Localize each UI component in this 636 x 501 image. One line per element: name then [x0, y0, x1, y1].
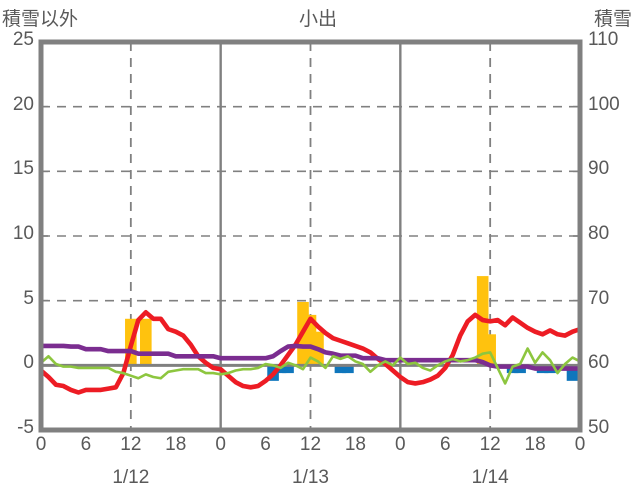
- line-temperature: [38, 310, 583, 395]
- x-axis-tick-label: 12: [479, 434, 501, 455]
- bar-snowfall: [514, 365, 526, 374]
- x-axis-tick-label: 6: [439, 434, 451, 455]
- y-axis-tick-label: 5: [23, 287, 34, 309]
- bar-precipitation: [484, 334, 496, 366]
- x-axis-tick-label: 6: [260, 434, 271, 455]
- line-wind: [39, 347, 582, 385]
- y2-axis-tick-label: 60: [588, 352, 610, 374]
- bar-precipitation: [140, 318, 152, 366]
- x-axis-tick-label: 12: [120, 434, 142, 455]
- y2-axis-tick-label: 80: [588, 223, 610, 244]
- x-axis-tick-label: 0: [395, 434, 406, 455]
- y2-axis-tick-label: 110: [588, 29, 619, 50]
- y2-axis-tick-label: 70: [588, 287, 610, 309]
- bar-snowfall: [566, 365, 579, 381]
- y-axis-tick-label: 10: [12, 223, 34, 244]
- x-axis-tick-label: 0: [215, 434, 226, 455]
- y-axis-tick-label: 15: [12, 158, 34, 180]
- y2-axis-tick-label: 100: [588, 93, 620, 115]
- y-axis-tick-label: -5: [17, 417, 34, 438]
- line-snow_depth: [38, 343, 583, 371]
- x-axis-tick-label: 12: [299, 434, 322, 455]
- bar-snowfall: [342, 365, 354, 374]
- right-axis-caption: 積雪: [593, 9, 632, 30]
- x-axis-day-label: 1/14: [471, 467, 509, 488]
- x-axis-tick-label: 0: [574, 434, 586, 455]
- x-axis-day-label: 1/13: [292, 467, 329, 488]
- x-axis-tick-label: 18: [524, 434, 546, 455]
- y-axis-tick-label: 25: [12, 29, 34, 50]
- x-axis-tick-label: 18: [165, 434, 187, 455]
- y-axis-tick-label: 0: [23, 352, 34, 374]
- x-axis-tick-label: 6: [80, 434, 92, 455]
- x-axis-tick-label: 18: [344, 434, 366, 455]
- x-axis-day-label: 1/12: [112, 467, 150, 488]
- bar-snowfall: [282, 365, 294, 374]
- y2-axis-tick-label: 90: [588, 158, 610, 180]
- y-axis-tick-label: 20: [12, 93, 34, 115]
- y2-axis-tick-label: 50: [588, 417, 610, 438]
- bar-snowfall: [334, 365, 347, 374]
- left-axis-caption: 積雪以外: [2, 9, 79, 30]
- bar-precipitation: [304, 314, 317, 366]
- chart-title: 小出: [298, 9, 337, 30]
- x-axis-tick-label: 0: [35, 434, 47, 455]
